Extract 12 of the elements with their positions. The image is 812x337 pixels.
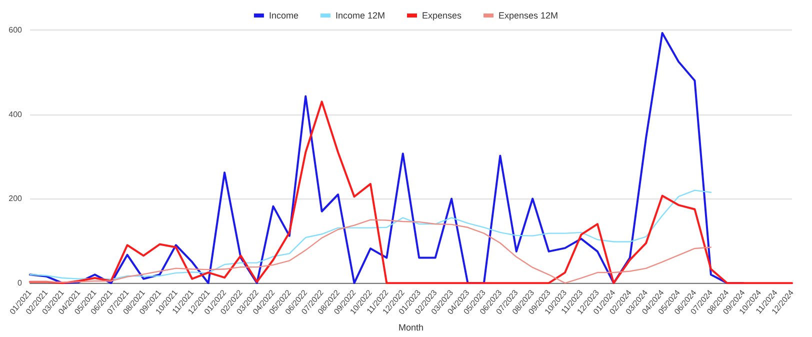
x-axis-title: Month [398, 322, 424, 332]
y-tick-label: 400 [8, 110, 23, 119]
line-series [29, 190, 712, 280]
y-tick-label: 600 [8, 26, 23, 34]
legend-label: Expenses 12M [498, 10, 558, 20]
legend-label: Expenses [422, 10, 462, 20]
y-tick-label: 200 [8, 194, 23, 204]
legend-label: Income 12M [335, 10, 385, 20]
y-tick-label: 0 [18, 278, 23, 288]
legend-label: Income [268, 10, 298, 20]
line-series [29, 219, 712, 284]
line-series [29, 100, 793, 284]
